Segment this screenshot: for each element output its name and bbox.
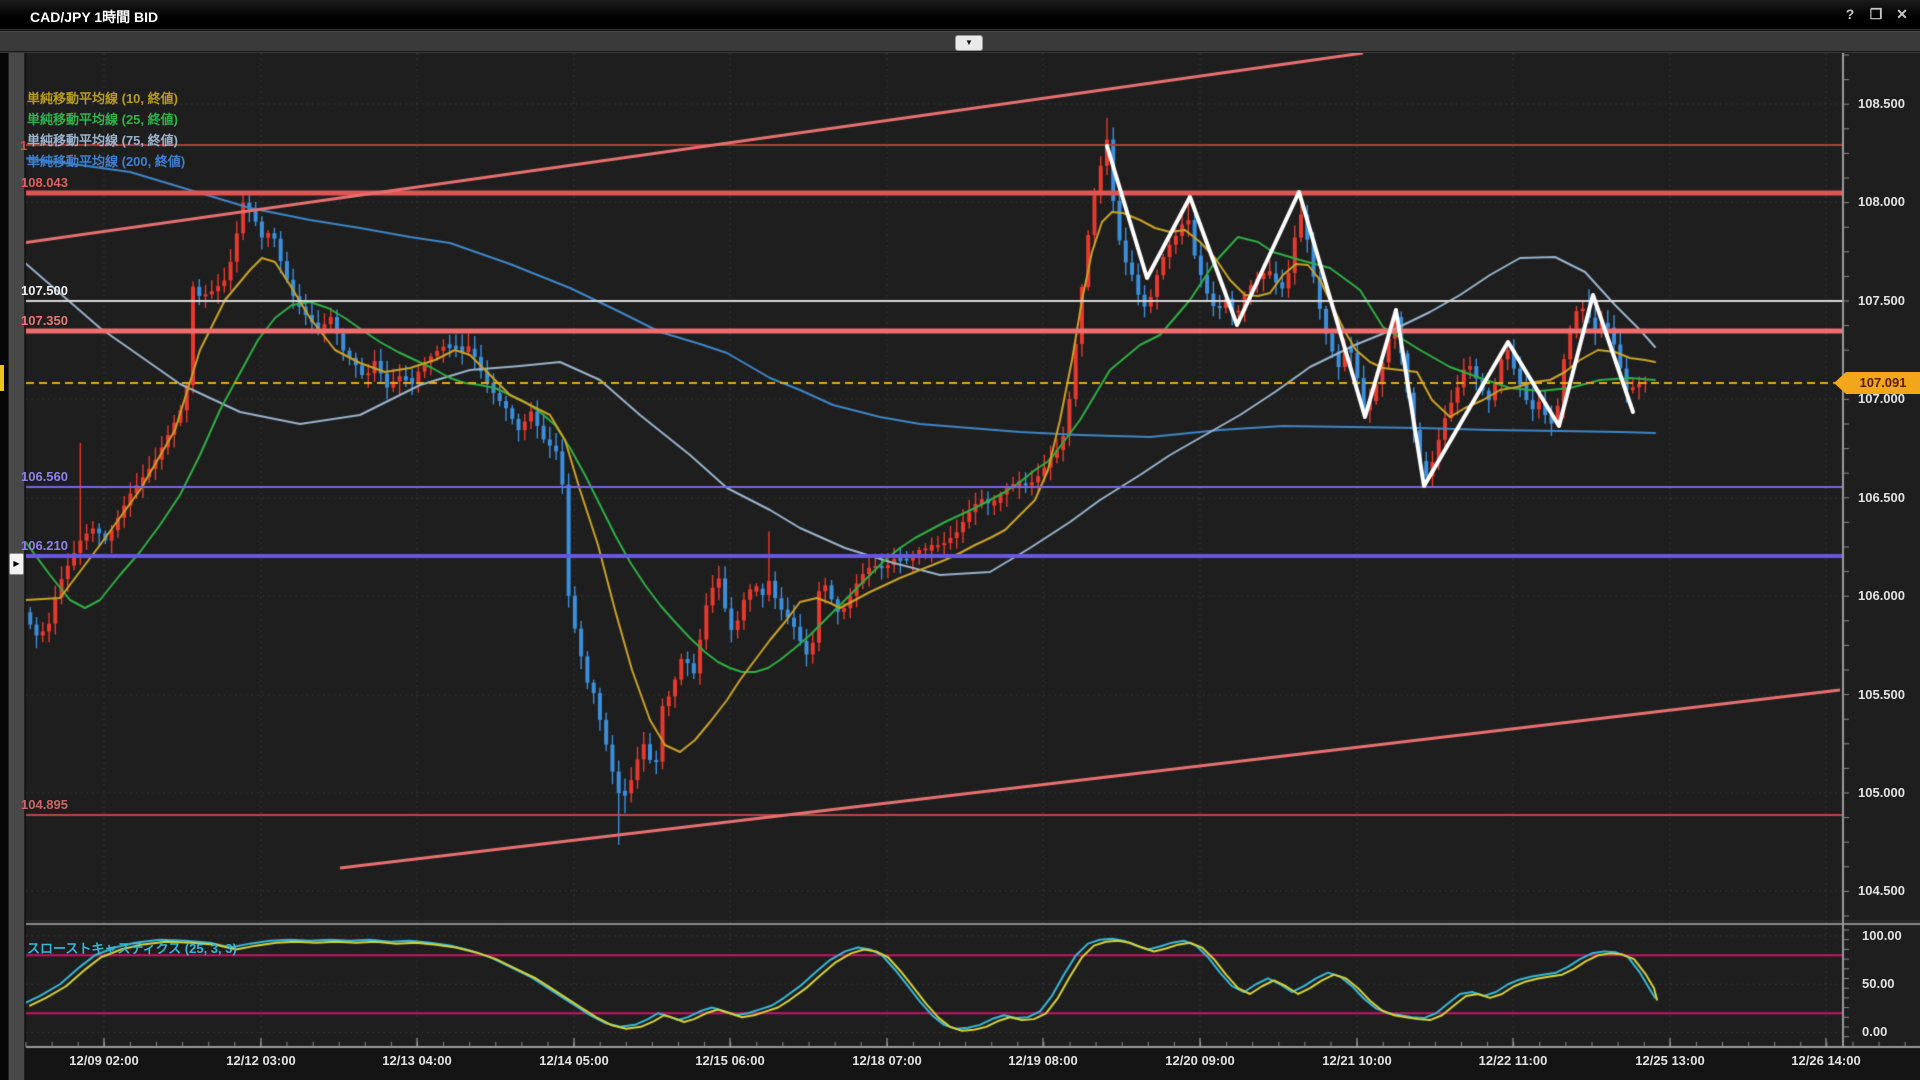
- time-axis-12/13 04:00: 12/13 04:00: [382, 1053, 452, 1068]
- sma-legend-2: 単純移動平均線 (75, 終値): [27, 133, 178, 148]
- window-title: CAD/JPY 1時間 BID: [30, 9, 159, 25]
- time-axis-12/19 08:00: 12/19 08:00: [1008, 1053, 1078, 1068]
- left-price-marker: [0, 365, 4, 391]
- price-axis-104.500: 104.500: [1858, 883, 1905, 898]
- hline-label-107.500: 107.500: [21, 283, 68, 298]
- stoch-legend: スローストキャスティクス (25, 3, 3): [27, 941, 237, 956]
- close-icon[interactable]: ✕: [1896, 6, 1908, 22]
- hline-label-107.350: 107.350: [21, 313, 68, 328]
- time-axis-12/20 09:00: 12/20 09:00: [1165, 1053, 1235, 1068]
- toolbar-strip: ▼: [0, 31, 1920, 52]
- time-axis-12/25 13:00: 12/25 13:00: [1635, 1053, 1705, 1068]
- hline-label-108.043: 108.043: [21, 175, 68, 190]
- help-icon[interactable]: ?: [1845, 6, 1855, 22]
- time-axis-12/26 14:00: 12/26 14:00: [1791, 1053, 1861, 1068]
- stoch-axis-100.00: 100.00: [1862, 928, 1902, 943]
- price-axis-107.000: 107.000: [1858, 391, 1905, 406]
- current-price-arrow-icon: [1834, 372, 1846, 394]
- sma-legend-0: 単純移動平均線 (10, 終値): [27, 91, 178, 106]
- maximize-icon[interactable]: ❐: [1869, 6, 1883, 22]
- hline-label-106.560: 106.560: [21, 469, 68, 484]
- time-axis-12/15 06:00: 12/15 06:00: [695, 1053, 765, 1068]
- current-price-tag: 107.091: [1846, 372, 1920, 394]
- time-axis-12/12 03:00: 12/12 03:00: [226, 1053, 296, 1068]
- price-axis-105.000: 105.000: [1858, 785, 1905, 800]
- time-axis-12/18 07:00: 12/18 07:00: [852, 1053, 922, 1068]
- price-axis-105.500: 105.500: [1858, 687, 1905, 702]
- clipped-price-line-label: 1: [20, 138, 28, 153]
- stoch-axis-0.00: 0.00: [1862, 1024, 1888, 1039]
- left-margin: [0, 53, 8, 1080]
- price-axis-106.000: 106.000: [1858, 588, 1905, 603]
- sma-legend-3: 単純移動平均線 (200, 終値): [27, 154, 186, 169]
- collapse-toolbar-button[interactable]: ▼: [955, 35, 983, 51]
- hline-label-106.210: 106.210: [21, 538, 68, 553]
- time-axis-12/22 11:00: 12/22 11:00: [1478, 1053, 1548, 1068]
- time-axis-12/09 02:00: 12/09 02:00: [69, 1053, 139, 1068]
- title-bar: CAD/JPY 1時間 BID ? ❐ ✕: [0, 0, 1920, 30]
- expand-panel-button[interactable]: ▶: [9, 553, 24, 575]
- price-axis-107.500: 107.500: [1858, 293, 1905, 308]
- price-axis-108.500: 108.500: [1858, 96, 1905, 111]
- hline-label-104.895: 104.895: [21, 797, 68, 812]
- price-axis-106.500: 106.500: [1858, 490, 1905, 505]
- sma-legend-1: 単純移動平均線 (25, 終値): [27, 112, 178, 127]
- time-axis-12/14 05:00: 12/14 05:00: [539, 1053, 609, 1068]
- stoch-axis-50.00: 50.00: [1862, 976, 1895, 991]
- price-axis-108.000: 108.000: [1858, 194, 1905, 209]
- time-axis-12/21 10:00: 12/21 10:00: [1322, 1053, 1392, 1068]
